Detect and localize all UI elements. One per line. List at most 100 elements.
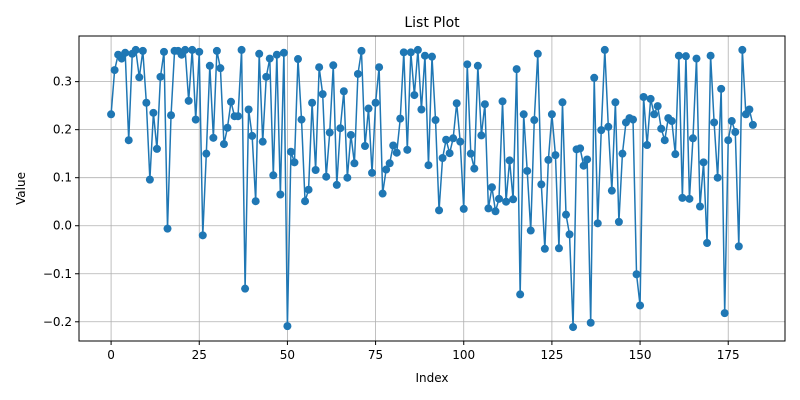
x-axis-ticks: 0 25 50 75 100 125 150 175 xyxy=(107,341,740,362)
data-point xyxy=(117,54,126,63)
data-point xyxy=(121,48,130,57)
data-point xyxy=(604,122,613,131)
x-tick-label: 25 xyxy=(192,348,207,362)
data-point xyxy=(688,134,697,143)
data-point xyxy=(487,183,496,192)
data-point xyxy=(509,195,518,204)
y-tick-label: 0.0 xyxy=(53,219,72,233)
data-point xyxy=(558,98,567,107)
data-point xyxy=(385,159,394,168)
y-tick-label: 0.2 xyxy=(53,123,72,137)
data-point xyxy=(703,239,712,248)
data-point xyxy=(498,97,507,106)
y-tick-label: 0.1 xyxy=(53,171,72,185)
data-point xyxy=(480,100,489,109)
data-point xyxy=(435,206,444,215)
x-tick-label: 150 xyxy=(629,348,652,362)
data-point xyxy=(438,154,447,162)
data-point xyxy=(544,155,553,164)
data-point xyxy=(216,64,225,73)
data-point xyxy=(311,166,320,175)
data-point xyxy=(456,137,465,146)
data-point xyxy=(731,128,740,137)
data-point xyxy=(667,117,676,126)
data-point xyxy=(569,323,578,332)
data-point xyxy=(318,90,327,99)
data-point xyxy=(674,51,683,60)
series-values xyxy=(107,45,757,332)
data-point xyxy=(159,47,168,56)
data-point xyxy=(420,51,429,60)
data-point xyxy=(332,180,341,189)
data-point xyxy=(428,52,436,61)
data-point xyxy=(681,52,690,61)
data-point xyxy=(629,115,638,124)
data-point xyxy=(244,105,253,114)
data-point xyxy=(717,84,726,93)
data-point xyxy=(209,133,218,142)
data-point xyxy=(195,47,204,56)
data-point xyxy=(653,102,662,111)
data-point xyxy=(713,173,722,182)
data-point xyxy=(301,197,310,206)
data-point xyxy=(399,48,408,57)
data-point xyxy=(343,173,352,182)
data-point xyxy=(226,97,235,106)
data-point xyxy=(607,186,616,195)
data-point xyxy=(382,165,391,174)
data-point xyxy=(286,147,295,156)
data-point xyxy=(124,136,133,145)
data-point xyxy=(145,175,154,184)
data-point xyxy=(188,45,197,54)
data-point xyxy=(424,161,433,170)
data-point xyxy=(618,149,627,158)
data-point xyxy=(692,54,701,63)
data-point xyxy=(417,105,426,114)
data-point xyxy=(748,120,757,129)
y-tick-label: −0.2 xyxy=(43,315,72,329)
x-axis-label: Index xyxy=(415,371,448,385)
data-point xyxy=(357,46,366,55)
data-point xyxy=(290,158,299,167)
data-point xyxy=(671,150,680,159)
grid xyxy=(79,36,785,341)
data-point xyxy=(135,73,144,82)
data-point xyxy=(611,98,620,107)
data-point xyxy=(491,207,500,216)
data-point xyxy=(639,93,648,101)
data-point xyxy=(205,61,214,70)
data-point xyxy=(181,45,190,54)
data-point xyxy=(706,51,715,60)
data-point xyxy=(473,61,482,70)
data-point xyxy=(403,145,412,154)
data-point xyxy=(463,60,472,69)
x-tick-label: 125 xyxy=(540,348,563,362)
data-point xyxy=(727,117,736,126)
data-point xyxy=(258,137,267,146)
data-point xyxy=(576,144,585,153)
chart-title: List Plot xyxy=(404,15,460,31)
data-point xyxy=(364,104,373,113)
y-tick-label: −0.1 xyxy=(43,267,72,281)
data-point xyxy=(202,149,211,158)
data-point xyxy=(660,136,669,145)
data-point xyxy=(523,166,532,175)
data-point xyxy=(406,48,415,57)
data-point xyxy=(251,197,260,206)
data-point xyxy=(265,54,274,63)
data-point xyxy=(371,98,380,107)
data-point xyxy=(579,161,588,170)
data-point xyxy=(315,63,324,72)
data-point xyxy=(107,110,116,119)
data-point xyxy=(484,204,493,213)
data-point xyxy=(167,111,176,120)
data-point xyxy=(262,72,271,81)
data-point xyxy=(152,144,161,153)
data-point xyxy=(336,124,345,133)
data-point xyxy=(562,210,571,219)
data-point xyxy=(586,318,595,327)
data-point xyxy=(219,140,228,149)
data-point xyxy=(396,114,405,123)
data-point xyxy=(329,61,338,70)
